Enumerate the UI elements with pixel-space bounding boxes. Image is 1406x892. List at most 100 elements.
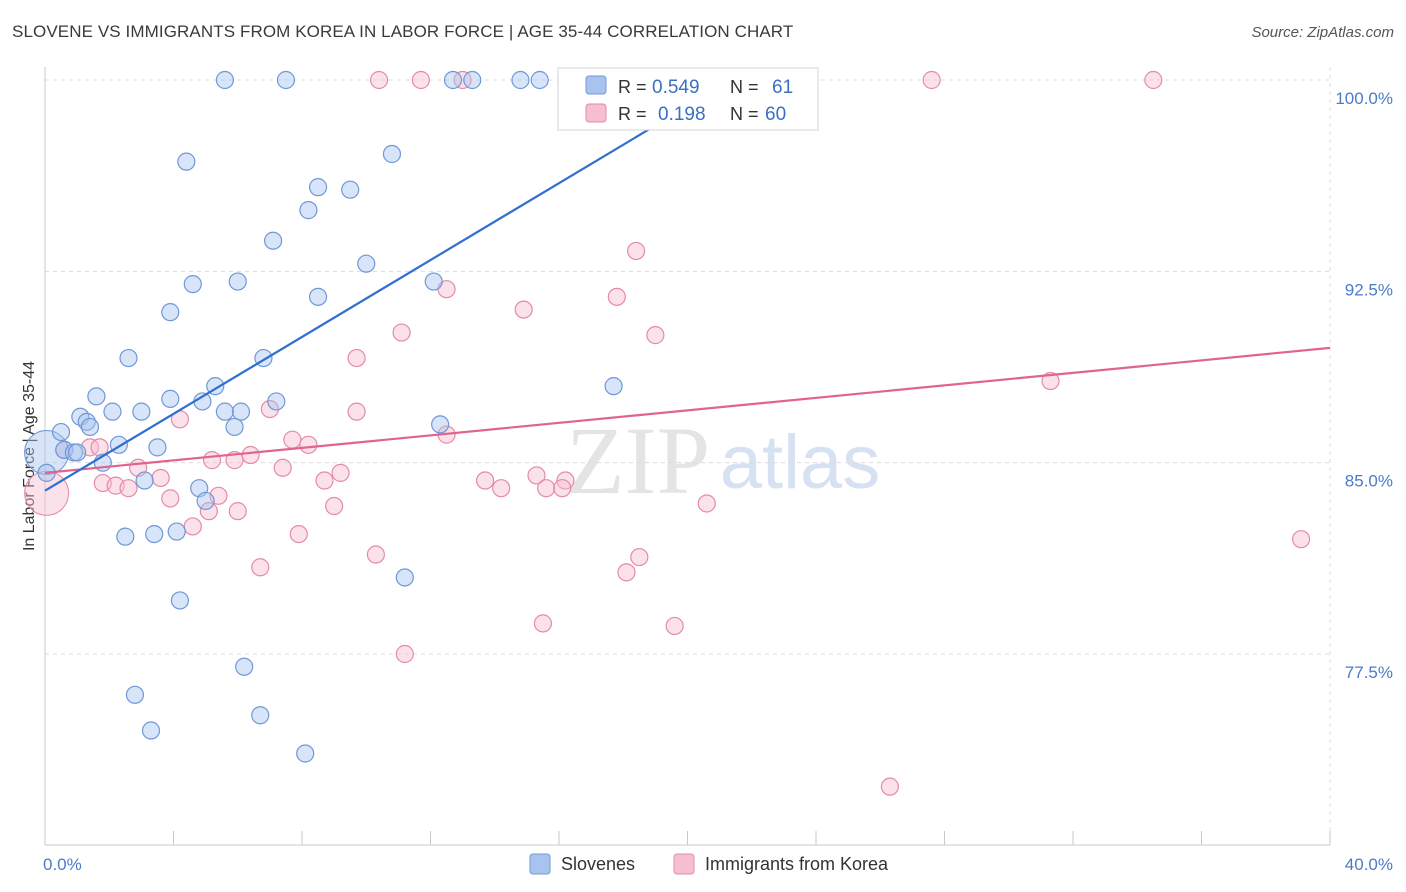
- point-points-pink-0: [370, 70, 389, 90]
- point-points-blue-23: [604, 377, 623, 396]
- point-points-pink-48: [630, 547, 649, 567]
- point-points-blue-8: [177, 152, 196, 171]
- point-points-pink-45: [183, 517, 202, 536]
- point-points-pink-53: [665, 616, 684, 636]
- legend-r-value-blue: 0.549: [652, 77, 700, 98]
- point-points-blue-36: [431, 415, 450, 434]
- point-points-blue-15: [424, 272, 443, 291]
- y-tick-label-3: 77.5%: [1345, 663, 1393, 682]
- point-points-pink-1: [411, 70, 430, 90]
- y-tick-label-0: 100.0%: [1335, 89, 1393, 108]
- bottom-legend-label-korea: Immigrants from Korea: [705, 854, 889, 874]
- point-points-blue-29: [132, 402, 151, 421]
- point-points-blue-2: [443, 70, 463, 90]
- legend-n-value-blue: 61: [772, 77, 793, 98]
- chart-source: Source: ZipAtlas.com: [1251, 24, 1394, 41]
- point-points-pink-11: [347, 348, 366, 368]
- point-points-pink-27: [331, 463, 350, 482]
- watermark-zip: ZIP: [566, 407, 710, 514]
- point-points-blue-34: [80, 417, 100, 437]
- point-points-pink-46: [289, 524, 308, 544]
- watermark: ZIP atlas: [566, 407, 880, 514]
- point-points-blue-48: [116, 527, 135, 546]
- legend-r-value-pink: 0.198: [658, 104, 706, 125]
- point-points-pink-10: [646, 326, 665, 345]
- point-points-blue-50: [167, 522, 186, 541]
- point-points-pink-49: [251, 558, 270, 577]
- point-points-pink-51: [1291, 530, 1311, 549]
- point-points-blue-14: [357, 254, 376, 273]
- point-points-pink-44: [228, 502, 247, 521]
- legend-n-label-blue: N =: [730, 77, 759, 97]
- point-points-pink-28: [527, 466, 546, 485]
- legend-swatch-pink: [585, 103, 607, 123]
- y-tick-labels: 100.0% 92.5% 85.0% 77.5%: [1335, 89, 1393, 682]
- point-points-pink-4: [1144, 70, 1163, 90]
- point-points-blue-42: [68, 443, 87, 462]
- chart-title: SLOVENE VS IMMIGRANTS FROM KOREA IN LABO…: [12, 22, 794, 41]
- bottom-legend-swatch-slovenes: [529, 853, 551, 875]
- series-slovenes: [24, 70, 749, 763]
- point-points-blue-31: [231, 402, 251, 421]
- point-points-pink-25: [273, 458, 292, 477]
- point-points-blue-33: [77, 412, 96, 431]
- bottom-legend-label-slovenes: Slovenes: [561, 854, 635, 874]
- point-points-pink-20: [90, 438, 109, 457]
- point-points-pink-41: [325, 496, 344, 516]
- point-points-pink-7: [607, 287, 626, 306]
- point-points-blue-54: [125, 685, 145, 704]
- point-points-pink-37: [537, 479, 556, 498]
- point-points-blue-11: [341, 180, 360, 199]
- point-points-pink-12: [1041, 371, 1060, 391]
- point-points-blue-35: [225, 417, 244, 437]
- y-axis-title: In Labor Force | Age 35-44: [21, 361, 38, 551]
- point-points-blue-49: [145, 524, 164, 544]
- point-points-pink-35: [119, 479, 138, 498]
- point-points-pink-2: [453, 70, 472, 90]
- point-points-blue-1: [276, 70, 296, 90]
- point-points-blue-57: [296, 744, 315, 763]
- y-tick-label-1: 92.5%: [1345, 280, 1393, 299]
- point-points-blue-9: [382, 144, 402, 164]
- point-points-pink-43: [199, 502, 218, 521]
- point-points-pink-30: [315, 471, 334, 490]
- point-points-blue-3: [463, 70, 482, 90]
- point-points-blue-20: [119, 348, 138, 368]
- point-points-blue-30: [215, 402, 234, 421]
- point-points-blue-44: [135, 471, 154, 490]
- point-points-pink-9: [392, 323, 411, 342]
- point-points-pink-22: [241, 445, 260, 465]
- point-points-blue-10: [308, 178, 328, 197]
- correlation-legend: R = 0.549 N = 61 R = 0.198 N = 60: [557, 67, 819, 131]
- point-points-pink-50: [617, 563, 636, 582]
- bottom-legend-swatch-korea: [673, 853, 695, 875]
- point-points-blue-39: [148, 438, 167, 457]
- point-points-blue-5: [530, 70, 549, 90]
- point-points-pink-38: [553, 479, 572, 498]
- trend-lines: [44, 76, 1331, 492]
- point-points-pink-47: [366, 545, 385, 564]
- legend-n-label-pink: N =: [730, 104, 759, 124]
- legend-r-label-pink: R =: [618, 104, 647, 124]
- point-points-blue-27: [267, 392, 286, 411]
- x-ticks: [44, 831, 1331, 845]
- point-points-blue-53: [235, 657, 254, 676]
- point-points-blue-24: [87, 387, 106, 406]
- legend-r-label-blue: R =: [618, 77, 647, 97]
- point-points-pink-42: [697, 494, 716, 513]
- x-tick-label-1: 40.0%: [1345, 855, 1393, 874]
- point-points-pink-39: [161, 489, 180, 508]
- trend-line-immigrants-from-korea: [44, 346, 1331, 474]
- point-points-blue-47: [196, 491, 215, 511]
- point-points-pink-52: [533, 614, 553, 633]
- point-points-blue-28: [103, 402, 122, 421]
- point-points-pink-54: [395, 644, 414, 664]
- point-points-pink-55: [880, 777, 899, 796]
- point-points-pink-18: [299, 435, 318, 454]
- series-legend: Slovenes Immigrants from Korea: [529, 853, 889, 875]
- point-points-blue-18: [308, 287, 328, 306]
- series-immigrants-from-korea: [24, 70, 1311, 796]
- point-points-blue-13: [263, 231, 283, 250]
- point-points-pink-23: [202, 451, 222, 470]
